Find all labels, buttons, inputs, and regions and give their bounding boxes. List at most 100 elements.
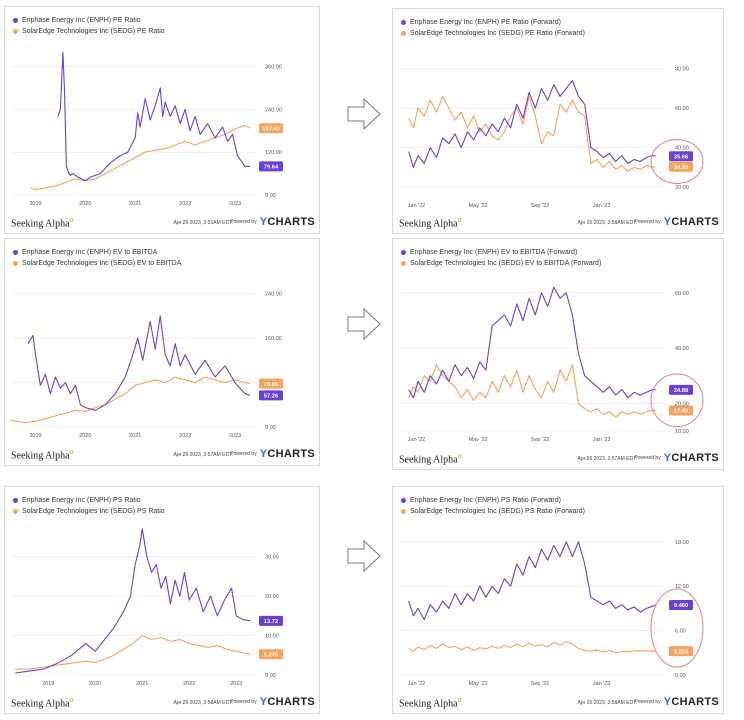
legend-item: SolarEdge Technologies Inc (SEDG) PE Rat… bbox=[401, 28, 585, 39]
chart-legend: Enphase Energy Inc (ENPH) PS Ratio SolarE… bbox=[13, 495, 165, 517]
powered-by: Powered by YCHARTS bbox=[634, 452, 719, 464]
legend-dot-sedg bbox=[401, 261, 406, 266]
y-tick-label: 240.00 bbox=[265, 292, 282, 298]
series-line-enph bbox=[408, 80, 656, 168]
powered-by: Powered by YCHARTS bbox=[634, 216, 719, 228]
y-tick-label: 120.00 bbox=[265, 150, 282, 156]
powered-by-text: Powered by bbox=[634, 219, 661, 225]
end-label-text: 5.275 bbox=[264, 652, 279, 658]
end-label-badge bbox=[259, 378, 283, 389]
y-tick-label: 40.00 bbox=[675, 346, 689, 352]
y-tick-label: 360.00 bbox=[265, 64, 282, 70]
legend-item: Enphase Energy Inc (ENPH) EV to EBITDA (… bbox=[401, 247, 601, 258]
ycharts-y: Y bbox=[259, 448, 268, 460]
y-tick-label: 80.00 bbox=[675, 67, 689, 73]
legend-label: SolarEdge Technologies Inc (SEDG) EV to … bbox=[22, 260, 182, 267]
series-line-enph bbox=[15, 528, 251, 674]
chart-svg: 30.00 20.00 10.00 0.00 2019 2020 2021 2022 2023 1… bbox=[13, 528, 283, 687]
end-label-badge bbox=[669, 151, 693, 162]
ycharts-logo: YCHARTS bbox=[260, 216, 315, 228]
end-label-text: 3.224 bbox=[674, 649, 689, 655]
ycharts-y: Y bbox=[259, 216, 268, 228]
x-tick-label: Jan '22 bbox=[408, 203, 426, 209]
end-label-text: 78.55 bbox=[264, 382, 279, 388]
chart-panel-ev-ebitda: Enphase Energy Inc (ENPH) EV to EBITDA So… bbox=[4, 238, 320, 466]
y-tick-label: 60.00 bbox=[675, 291, 689, 297]
end-label-text: 187.40 bbox=[262, 126, 280, 132]
end-label-enph: 13.72 bbox=[259, 615, 283, 626]
legend-item: SolarEdge Technologies Inc (SEDG) PE Rat… bbox=[13, 26, 165, 37]
end-label-badge bbox=[259, 390, 283, 401]
legend-label: Enphase Energy Inc (ENPH) EV to EBITDA (… bbox=[410, 249, 578, 256]
end-label-text: 35.66 bbox=[674, 154, 689, 160]
end-label-enph: 57.26 bbox=[259, 390, 283, 401]
legend-item: SolarEdge Technologies Inc (SEDG) EV to … bbox=[13, 258, 181, 269]
chart-panel-pe-ratio-forward: Enphase Energy Inc (ENPH) PE Ratio (Forw… bbox=[392, 8, 724, 234]
chart-svg: 80.00 60.00 40.00 20.00 Jan '22 May '22 Sep '2… bbox=[401, 67, 704, 209]
legend-dot-enph bbox=[401, 20, 406, 25]
highlight-circle bbox=[650, 373, 704, 428]
end-label-enph: 35.66 bbox=[669, 151, 693, 162]
alpha-icon: α bbox=[69, 214, 74, 224]
legend-label: Enphase Energy Inc (ENPH) EV to EBITDA bbox=[22, 249, 158, 256]
right-arrow-icon bbox=[347, 307, 381, 341]
chart-legend: Enphase Energy Inc (ENPH) PE Ratio (Forw… bbox=[401, 17, 585, 39]
end-label-badge bbox=[259, 161, 283, 172]
x-tick-label: May '22 bbox=[469, 437, 488, 443]
highlight-circle bbox=[650, 588, 704, 668]
powered-by-text: Powered by bbox=[230, 219, 257, 225]
legend-label: Enphase Energy Inc (ENPH) PS Ratio (Forw… bbox=[410, 497, 561, 504]
right-arrow-icon bbox=[347, 539, 381, 573]
chart-legend: Enphase Energy Inc (ENPH) EV to EBITDA So… bbox=[13, 247, 181, 269]
y-tick-label: 18.00 bbox=[675, 540, 689, 546]
x-tick-label: 2021 bbox=[129, 433, 141, 439]
end-label-text: 79.64 bbox=[264, 165, 279, 171]
x-tick-label: 2023 bbox=[230, 681, 242, 687]
y-tick-label: 30.00 bbox=[265, 555, 279, 561]
powered-by-text: Powered by bbox=[634, 455, 661, 461]
x-tick-label: Jan '23 bbox=[593, 681, 611, 687]
ycharts-y: Y bbox=[663, 216, 672, 228]
series-line-sedg bbox=[408, 641, 656, 654]
series-line-enph bbox=[57, 51, 250, 182]
series-line-sedg bbox=[408, 95, 656, 172]
x-tick-label: Jan '23 bbox=[593, 437, 611, 443]
end-label-text: 9.460 bbox=[674, 603, 689, 609]
end-label-badge bbox=[259, 615, 283, 626]
x-tick-label: Sep '22 bbox=[531, 437, 549, 443]
ycharts-rest: CHARTS bbox=[671, 216, 719, 228]
timestamp: Apr 26 2023, 3:51AM EDT. bbox=[173, 220, 233, 226]
end-label-sedg: 30.33 bbox=[669, 161, 693, 172]
x-tick-label: 2020 bbox=[89, 681, 101, 687]
end-label-badge bbox=[259, 649, 283, 660]
legend-item: Enphase Energy Inc (ENPH) PE Ratio bbox=[13, 15, 165, 26]
y-tick-label: 40.00 bbox=[675, 146, 689, 152]
end-label-sedg: 78.55 bbox=[259, 378, 283, 389]
seeking-alpha-logo: Seeking Alphaα bbox=[11, 694, 74, 709]
x-tick-label: 2023 bbox=[229, 433, 241, 439]
end-label-sedg: 17.40 bbox=[669, 405, 693, 416]
x-tick-label: Sep '22 bbox=[531, 681, 549, 687]
x-tick-label: 2019 bbox=[29, 201, 41, 207]
legend-label: SolarEdge Technologies Inc (SEDG) PE Rat… bbox=[22, 28, 165, 35]
right-arrow-icon bbox=[347, 97, 381, 131]
legend-dot-sedg bbox=[13, 29, 18, 34]
y-tick-label: 60.00 bbox=[675, 106, 689, 112]
powered-by-text: Powered by bbox=[230, 699, 257, 705]
legend-label: SolarEdge Technologies Inc (SEDG) PS Rat… bbox=[410, 508, 585, 515]
alpha-icon: α bbox=[457, 214, 462, 224]
x-tick-label: Jan '22 bbox=[408, 681, 426, 687]
chart-footer: Seeking Alphaα Apr 26 2023, 3:51AM EDT. Po… bbox=[5, 213, 319, 229]
legend-dot-enph bbox=[401, 498, 406, 503]
chart-svg: 240.00160.0080.000.002019202020212022202… bbox=[10, 292, 283, 439]
powered-by-text: Powered by bbox=[634, 699, 661, 705]
y-tick-label: 0.00 bbox=[265, 425, 276, 431]
legend-item: Enphase Energy Inc (ENPH) PS Ratio (Forw… bbox=[401, 495, 585, 506]
end-label-enph: 24.88 bbox=[669, 384, 693, 395]
series-line-enph bbox=[408, 541, 656, 621]
chart-footer: Seeking Alphaα Apr 26 2023, 3:58AM EDT. Po… bbox=[393, 213, 723, 229]
legend-item: Enphase Energy Inc (ENPH) PS Ratio bbox=[13, 495, 165, 506]
chart-svg: 18.00 12.00 6.00 0.00 Jan '22 May '22 Sep '22 J… bbox=[401, 540, 704, 687]
x-tick-label: 2023 bbox=[229, 201, 241, 207]
legend-label: Enphase Energy Inc (ENPH) PS Ratio bbox=[22, 497, 141, 504]
